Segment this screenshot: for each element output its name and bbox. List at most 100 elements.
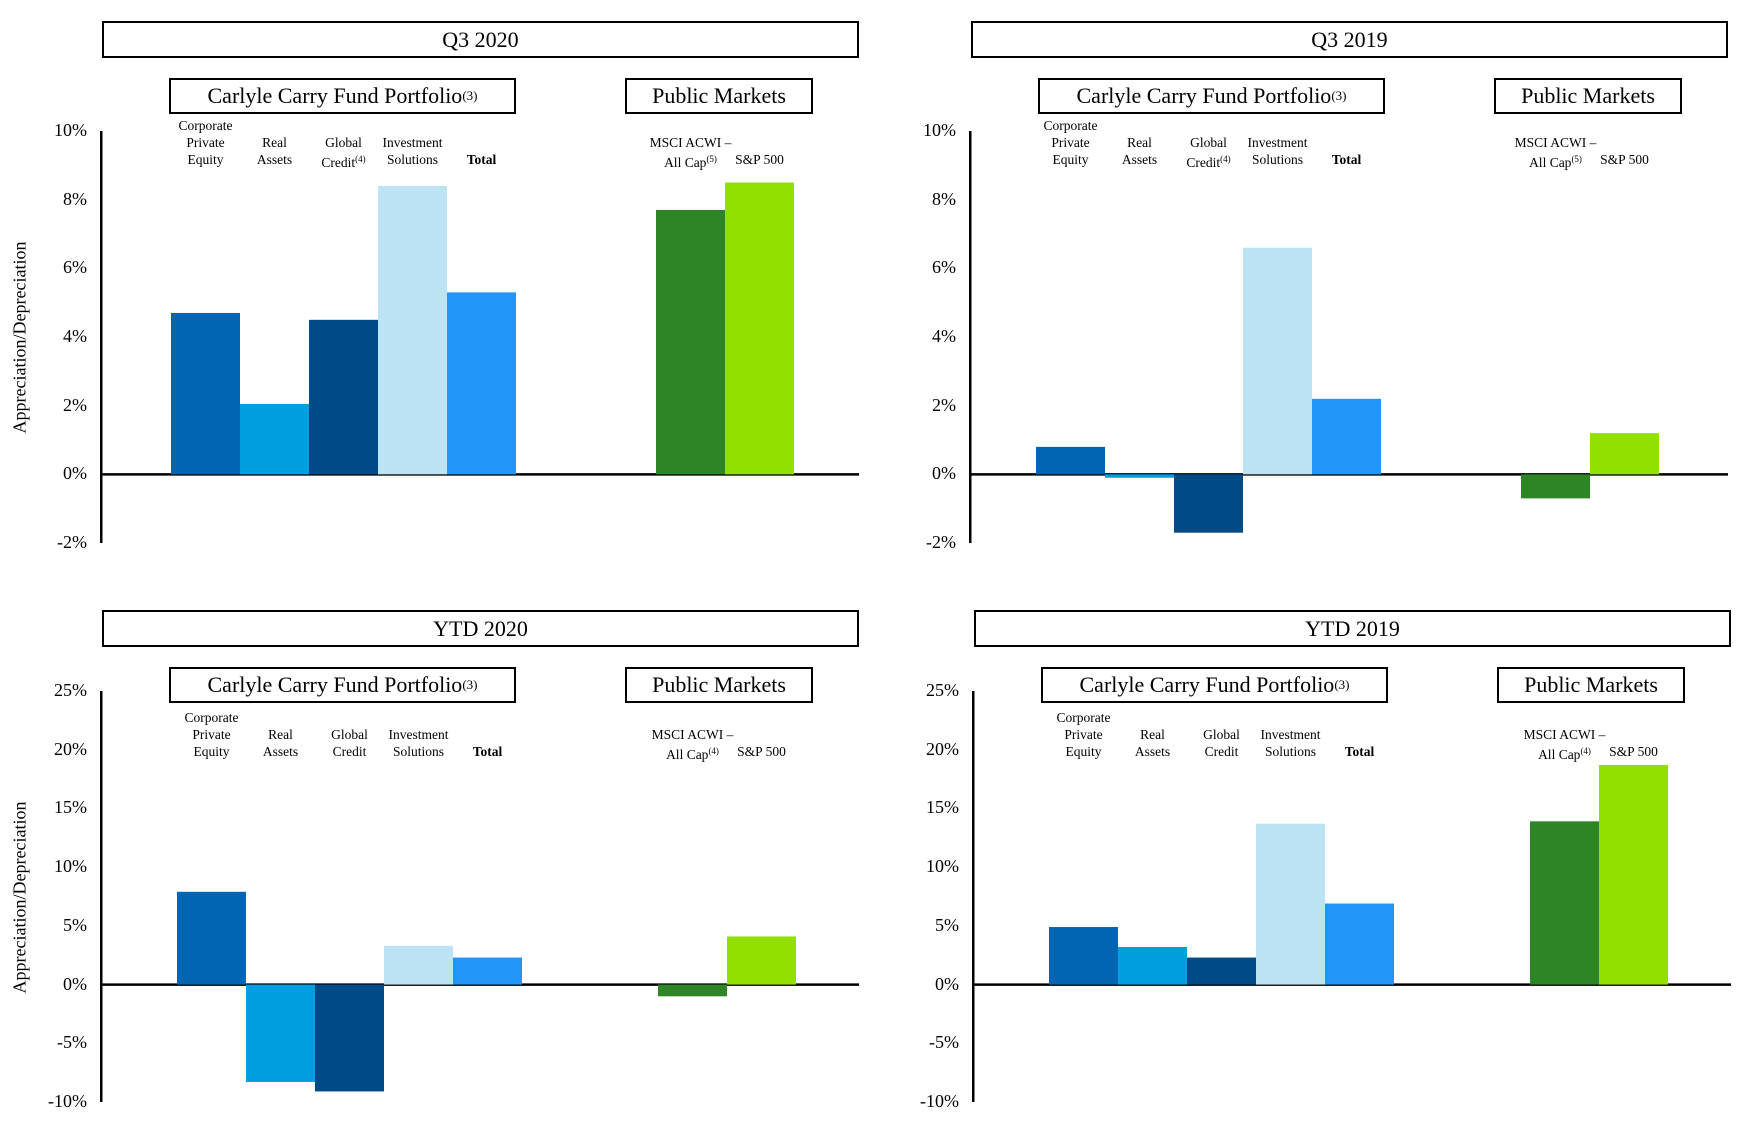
category-label-line: S&P 500 [737,744,786,759]
y-tick-label: -2% [57,532,87,552]
category-label-line: Assets [256,152,293,167]
category-label: S&P 500 [1589,743,1679,760]
zero-line [101,473,859,476]
category-label: MSCI ACWI – All Cap(5) [646,134,736,171]
y-axis-line [100,691,103,1102]
category-label: S&P 500 [715,151,805,168]
category-label-line: Corporate [178,118,233,133]
y-tick-label: 5% [935,914,959,935]
y-tick-label: 10% [926,856,959,877]
category-label: Total [437,151,527,168]
category-label-line: Corporate [184,710,239,725]
portfolio-group-label: Carlyle Carry Fund Portfolio (3) [1041,667,1388,703]
category-footnote: (4) [708,746,719,756]
y-axis-line [972,691,975,1102]
category-label-line: MSCI ACWI – [649,135,732,150]
category-label-line: Total [1344,744,1375,759]
category-label-line: Real [268,727,293,742]
zero-line [973,983,1731,986]
y-tick-label: 10% [54,856,87,877]
category-label: Global Credit [1177,726,1267,760]
zero-line [101,983,859,986]
y-tick-label: 4% [932,326,956,346]
category-label-line: Global [1203,727,1240,742]
category-label-line: Real [1127,135,1152,150]
bar [315,984,384,1092]
y-tick-label: 6% [63,257,87,278]
chart-title: Q3 2020 [102,21,859,58]
category-label: Real Assets [1095,134,1185,168]
bar [1325,903,1394,985]
y-tick-label: 15% [54,797,87,818]
y-tick-label: 10% [923,120,956,140]
category-label: Corporate Private Equity [167,709,257,760]
category-label: Total [1302,151,1392,168]
bar [1049,927,1118,985]
category-label-line: All Cap(5) [664,154,717,170]
y-tick-label: -5% [929,1032,959,1053]
y-tick-label: 0% [63,973,87,994]
category-label-line: Investment [388,727,449,742]
category-label-line: All Cap(4) [1538,746,1591,762]
chart-title: YTD 2019 [974,610,1731,647]
bar [1105,474,1174,478]
category-label: MSCI ACWI – All Cap(4) [1520,726,1610,763]
category-label: Investment Solutions [1233,134,1323,168]
bar [378,185,447,475]
category-label-line: Total [472,744,503,759]
category-label-line: Global [331,727,368,742]
portfolio-group-label: Carlyle Carry Fund Portfolio (3) [169,78,516,114]
category-label: Corporate Private Equity [1026,117,1116,168]
category-label-line: Credit [332,744,367,759]
portfolio-group-label: Carlyle Carry Fund Portfolio (3) [169,667,516,703]
y-tick-label: 10% [54,120,87,140]
portfolio-group-text: Carlyle Carry Fund Portfolio [207,83,463,108]
category-label: Total [443,743,533,760]
category-label-line: Credit(4) [321,154,366,170]
category-label-line: Assets [262,744,299,759]
portfolio-group-label: Carlyle Carry Fund Portfolio (3) [1038,78,1385,114]
y-tick-label: 20% [926,738,959,759]
category-label-line: MSCI ACWI – [1514,135,1597,150]
y-tick-label: -10% [48,1091,87,1111]
category-label-line: Equity [187,152,224,167]
category-label: Investment Solutions [368,134,458,168]
public-markets-group-label: Public Markets [625,667,813,703]
bar [246,984,315,1083]
portfolio-group-text: Carlyle Carry Fund Portfolio [207,672,463,697]
category-label-line: Assets [1121,152,1158,167]
category-label-line: Private [1064,727,1103,742]
y-tick-label: 5% [63,914,87,935]
bar [1187,957,1256,985]
y-tick-label: 6% [932,257,956,278]
portfolio-group-footnote: (3) [462,88,478,103]
category-label: Real Assets [236,726,326,760]
portfolio-group-text: Carlyle Carry Fund Portfolio [1079,672,1335,697]
category-label-line: Total [1331,152,1362,167]
category-label-line: S&P 500 [1609,744,1658,759]
bar [1174,474,1243,533]
category-label: S&P 500 [717,743,807,760]
y-tick-label: -10% [920,1091,959,1111]
bar [1243,247,1312,475]
y-tick-label: -2% [926,532,956,552]
category-label-line: Real [1140,727,1165,742]
category-label-line: Solutions [386,152,438,167]
y-tick-label: 8% [932,188,956,209]
bar [453,957,522,985]
category-label: Real Assets [230,134,320,168]
bar [309,319,378,475]
category-label-line: Credit(4) [1186,154,1231,170]
chart-title: YTD 2020 [102,610,859,647]
portfolio-group-footnote: (3) [1334,677,1350,692]
bar [725,182,794,475]
bar [1590,433,1659,475]
category-label: Global Credit [305,726,395,760]
category-label: MSCI ACWI – All Cap(5) [1511,134,1601,171]
category-label-line: Investment [1247,135,1308,150]
category-label-line: Equity [1052,152,1089,167]
public-markets-group-label: Public Markets [1494,78,1682,114]
y-tick-label: 0% [932,463,956,484]
category-label-line: Equity [193,744,230,759]
